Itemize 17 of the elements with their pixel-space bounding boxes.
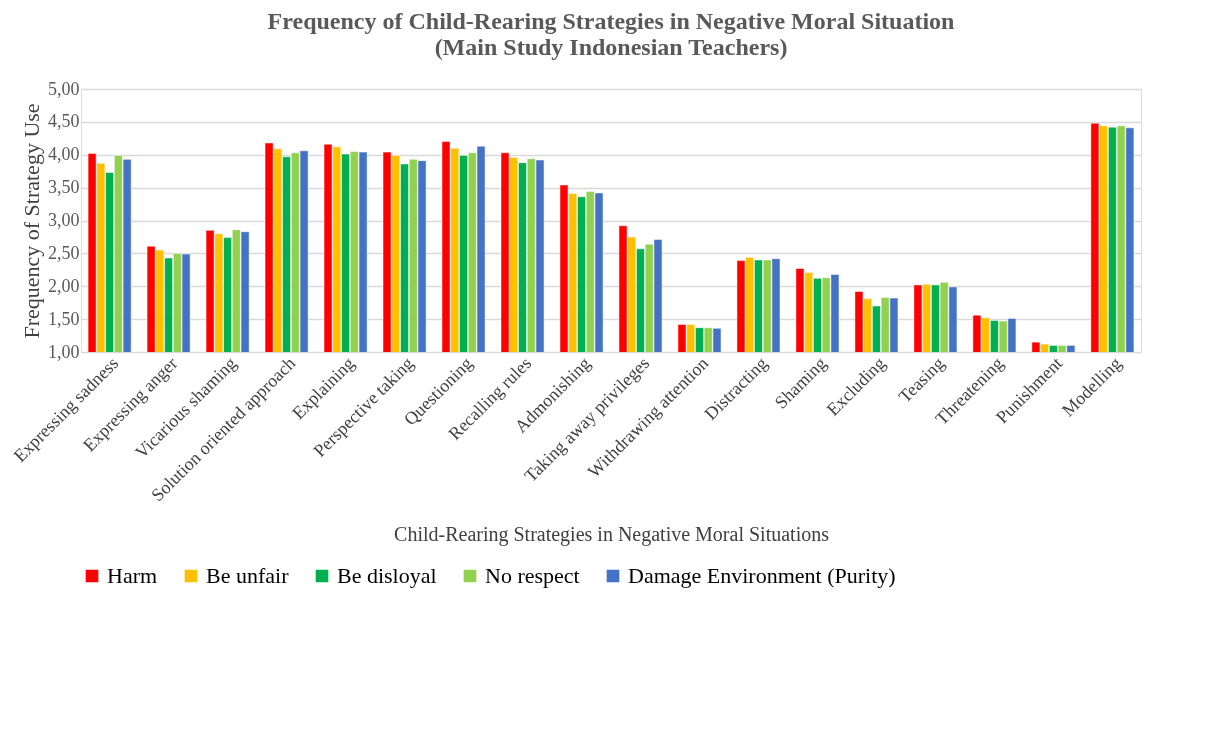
y-tick-label: 2,00 [48, 275, 80, 296]
y-tick-label: 4,50 [48, 111, 80, 132]
legend-label: Damage Environment (Purity) [628, 563, 896, 588]
y-tick-label: 5,00 [48, 78, 80, 99]
y-tick-label: 1,50 [48, 308, 80, 329]
x-axis-title: Child-Rearing Strategies in Negative Moral Situations [394, 523, 830, 547]
legend-label: Be unfair [206, 563, 290, 588]
legend-label: No respect [485, 563, 580, 588]
y-tick-label: 4,00 [48, 144, 80, 165]
y-axis-title: Frequency of Strategy Use [19, 103, 44, 339]
y-tick-label: 2,50 [48, 242, 80, 263]
legend-label: Be disloyal [337, 563, 437, 588]
legend-label: Harm [107, 563, 158, 588]
chart-title: Frequency of Child-Rearing Strategies in Negative Moral Situation (Main Study Indonesian Teachers) [267, 8, 955, 60]
y-tick-label: 3,50 [48, 177, 80, 198]
y-tick-label: 3,00 [48, 210, 80, 230]
y-tick-label: 1,00 [48, 341, 80, 362]
